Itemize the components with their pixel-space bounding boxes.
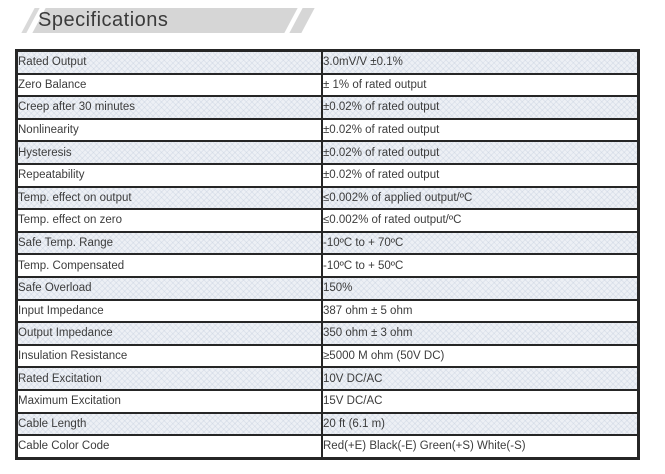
table-row: Hysteresis ±0.02% of rated output xyxy=(15,140,640,165)
spec-value-cell: -10ºC to + 50ºC xyxy=(321,253,640,278)
spec-value-cell: ≤0.002% of rated output/ºC xyxy=(321,208,640,233)
table-row: Temp. Compensated -10ºC to + 50ºC xyxy=(15,253,640,278)
spec-value-cell: -10ºC to + 70ºC xyxy=(321,230,640,256)
spec-label-cell: Insulation Resistance xyxy=(15,343,323,369)
spec-value-cell: 20 ft (6.1 m) xyxy=(321,411,640,437)
table-row: Input Impedance 387 ohm ± 5 ohm xyxy=(15,298,640,324)
table-row: Temp. effect on zero ≤0.002% of rated ou… xyxy=(15,208,640,233)
spec-label-cell: Nonlinearity xyxy=(15,117,323,143)
table-row: Creep after 30 minutes ±0.02% of rated o… xyxy=(15,95,640,120)
table-row: Maximum Excitation 15V DC/AC xyxy=(15,388,640,414)
spec-value-cell: ±0.02% of rated output xyxy=(321,162,640,188)
table-row: Repeatability ±0.02% of rated output xyxy=(15,162,640,188)
spec-value-cell: Red(+E) Black(-E) Green(+S) White(-S) xyxy=(321,434,640,460)
spec-label-cell: Temp. Compensated xyxy=(15,253,323,278)
spec-label-cell: Output Impedance xyxy=(15,321,323,346)
page-title: Specifications xyxy=(38,9,169,31)
spec-label-cell: Zero Balance xyxy=(15,72,323,98)
table-row: Cable Color Code Red(+E) Black(-E) Green… xyxy=(15,434,640,460)
spec-label-cell: Input Impedance xyxy=(15,298,323,324)
page-title-banner: Specifications xyxy=(21,8,326,33)
table-row: Cable Length 20 ft (6.1 m) xyxy=(15,411,640,437)
table-row: Safe Overload 150% xyxy=(15,275,640,301)
spec-value-cell: 10V DC/AC xyxy=(321,366,640,391)
table-row: Safe Temp. Range -10ºC to + 70ºC xyxy=(15,230,640,256)
spec-label-cell: Safe Temp. Range xyxy=(15,230,323,256)
spec-value-cell: 387 ohm ± 5 ohm xyxy=(321,298,640,324)
table-row: Zero Balance ± 1% of rated output xyxy=(15,72,640,98)
spec-label-cell: Creep after 30 minutes xyxy=(15,95,323,120)
table-row: Rated Excitation 10V DC/AC xyxy=(15,366,640,391)
spec-table-rows: Rated Output 3.0mV/V ±0.1% Zero Balance … xyxy=(15,49,640,460)
spec-value-cell: ±0.02% of rated output xyxy=(321,117,640,143)
spec-value-cell: ±0.02% of rated output xyxy=(321,140,640,165)
spec-label-cell: Rated Output xyxy=(15,49,323,75)
spec-value-cell: ≤0.002% of applied output/ºC xyxy=(321,185,640,211)
spec-label-cell: Hysteresis xyxy=(15,140,323,165)
spec-table: Rated Output 3.0mV/V ±0.1% Zero Balance … xyxy=(15,49,640,460)
table-row: Nonlinearity ±0.02% of rated output xyxy=(15,117,640,143)
spec-value-cell: ± 1% of rated output xyxy=(321,72,640,98)
table-row: Rated Output 3.0mV/V ±0.1% xyxy=(15,49,640,75)
table-row: Insulation Resistance ≥5000 M ohm (50V D… xyxy=(15,343,640,369)
spec-label-cell: Cable Color Code xyxy=(15,434,323,460)
spec-value-cell: 15V DC/AC xyxy=(321,388,640,414)
spec-label-cell: Temp. effect on zero xyxy=(15,208,323,233)
table-row: Output Impedance 350 ohm ± 3 ohm xyxy=(15,321,640,346)
spec-value-cell: 3.0mV/V ±0.1% xyxy=(321,49,640,75)
spec-value-cell: 350 ohm ± 3 ohm xyxy=(321,321,640,346)
spec-label-cell: Temp. effect on output xyxy=(15,185,323,211)
spec-label-cell: Safe Overload xyxy=(15,275,323,301)
spec-value-cell: ≥5000 M ohm (50V DC) xyxy=(321,343,640,369)
spec-value-cell: 150% xyxy=(321,275,640,301)
spec-value-cell: ±0.02% of rated output xyxy=(321,95,640,120)
spec-label-cell: Cable Length xyxy=(15,411,323,437)
spec-label-cell: Rated Excitation xyxy=(15,366,323,391)
table-row: Temp. effect on output ≤0.002% of applie… xyxy=(15,185,640,211)
spec-label-cell: Maximum Excitation xyxy=(15,388,323,414)
spec-label-cell: Repeatability xyxy=(15,162,323,188)
